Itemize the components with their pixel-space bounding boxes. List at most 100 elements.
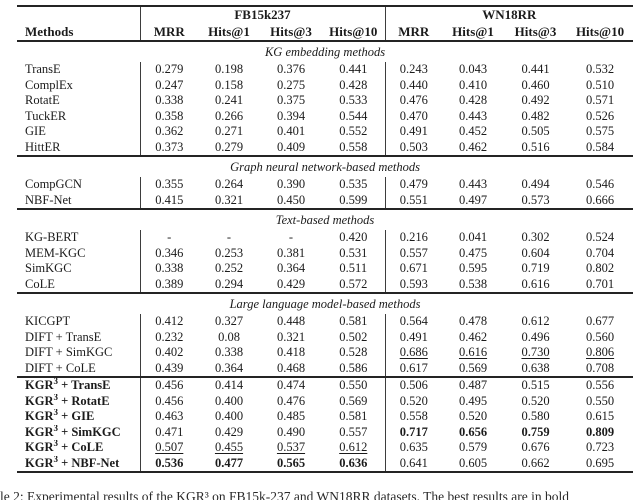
metric-column-header: Hits@10	[322, 23, 386, 42]
metric-cell: 0.558	[384, 409, 443, 425]
methods-column-header: Methods	[17, 6, 140, 42]
table-header: Methods FB15k237 WN18RR MRR Hits@1 Hits@3 Hits…	[17, 6, 634, 42]
metric-cell: 0.506	[384, 377, 443, 394]
metric-cell: 0.671	[384, 261, 443, 277]
metric-cell: 0.558	[322, 139, 386, 157]
metric-cell: 0.502	[339, 329, 368, 344]
metric-cell: 0.496	[521, 329, 550, 344]
metric-cell: 0.487	[458, 378, 488, 392]
metric-cell: 0.497	[442, 192, 505, 210]
metric-cell: 0.572	[322, 276, 386, 294]
method-cell: TransE	[25, 62, 61, 76]
metric-cell: 0.636	[322, 455, 386, 473]
metric-cell: 0.327	[214, 314, 244, 328]
metric-cell: 0.560	[585, 329, 615, 344]
method-cell: CoLE	[17, 276, 140, 294]
metric-cell: 0.338	[139, 93, 198, 109]
header-group-row: Methods FB15k237 WN18RR	[17, 6, 634, 42]
table-row: DIFT + SimKGC 0.402 0.338 0.418 0.528 0.686 0.…	[17, 345, 633, 361]
method-cell: SimKGC	[25, 261, 72, 275]
metric-cell: -	[288, 230, 294, 244]
metric-cell: 0.373	[139, 139, 198, 157]
metric-cell: 0.415	[139, 192, 198, 210]
table-row: SimKGC 0.338 0.252 0.364 0.511 0.671 0.595 0.71…	[17, 261, 633, 277]
metric-cell: 0.666	[567, 192, 634, 210]
metric-cell: 0.575	[585, 124, 615, 138]
metric-cell: 0.460	[521, 77, 550, 92]
metric-cell: 0.538	[442, 276, 505, 294]
table-row: KGR3 + SimKGC 0.471 0.429 0.490 0.557 0.717 0.…	[17, 424, 633, 440]
metric-cell: 0.550	[339, 378, 368, 392]
metric-cell: 0.456	[139, 393, 198, 409]
metric-cell: 0.400	[214, 409, 244, 423]
header-metric-row: MRR Hits@1 Hits@3 Hits@10 MRR Hits@1 Hits@3 Hit…	[17, 23, 634, 42]
metric-cell: 0.279	[139, 62, 198, 78]
metric-cell: -	[226, 230, 232, 244]
metric-cell: 0.216	[384, 230, 443, 246]
metric-cell: 0.532	[585, 62, 615, 76]
metric-cell: 0.723	[585, 440, 615, 454]
metric-cell: 0.677	[585, 314, 615, 328]
metric-cell: 0.443	[458, 177, 488, 191]
metric-cell: 0.440	[384, 77, 443, 93]
method-cell: GIE	[25, 124, 46, 138]
method-cell: KGR3 + TransE	[25, 377, 111, 392]
method-cell: RotatE	[25, 93, 60, 107]
metric-cell: 0.573	[504, 192, 568, 210]
metric-cell: 0.471	[139, 424, 198, 440]
metric-cell: 0.580	[521, 409, 550, 423]
metric-cell: 0.381	[276, 245, 306, 260]
dataset-group-header: WN18RR	[384, 6, 634, 23]
table-row: TransE 0.279 0.198 0.376 0.441 0.243 0.043 0.44…	[17, 62, 633, 78]
metric-column-header: Hits@1	[442, 23, 505, 42]
metric-cell: 0.544	[339, 108, 368, 123]
metric-column-header: Hits@10	[567, 23, 634, 42]
metric-cell: 0.535	[339, 177, 368, 191]
method-cell: KG-BERT	[25, 230, 79, 244]
metric-cell: 0.520	[521, 393, 550, 408]
metric-cell: 0.253	[214, 245, 244, 260]
section-title-row: Text-based methods	[17, 209, 633, 230]
metric-cell: 0.581	[339, 409, 368, 423]
metric-cell: 0.252	[214, 261, 244, 275]
metric-cell: 0.617	[384, 360, 443, 378]
metric-cell: 0.579	[458, 440, 488, 454]
table-row: HittER 0.373 0.279 0.409 0.558 0.503 0.462 0.51…	[17, 139, 634, 157]
metric-cell: 0.491	[384, 124, 443, 140]
metric-cell: 0.656	[458, 424, 488, 439]
metric-cell: 0.429	[260, 276, 322, 294]
metric-cell: 0.586	[322, 360, 386, 378]
method-cell: KGR3 + GIE	[25, 409, 95, 423]
section-title: Graph neural network-based methods	[230, 160, 420, 174]
table-row: KGR3 + GIE 0.463 0.400 0.485 0.581 0.558 0.520…	[17, 409, 633, 425]
metric-cell: 0.557	[384, 245, 443, 261]
metric-cell: 0.520	[384, 393, 443, 409]
metric-cell: 0.243	[384, 62, 443, 78]
metric-cell: 0.552	[339, 124, 368, 138]
metric-cell: 0.375	[276, 93, 306, 107]
metric-cell: 0.364	[198, 360, 260, 378]
metric-column-header: MRR	[384, 23, 443, 42]
metric-cell: 0.462	[458, 329, 488, 344]
metric-cell: 0.418	[276, 345, 306, 359]
metric-cell: 0.462	[442, 139, 505, 157]
metric-cell: 0.443	[458, 108, 488, 123]
metric-cell: 0.476	[384, 93, 443, 109]
metric-cell: 0.441	[339, 62, 368, 76]
table-row: KGR3 + RotatE 0.456 0.400 0.476 0.569 0.520 0.…	[17, 393, 633, 409]
metric-cell: 0.615	[585, 409, 615, 423]
metric-cell: 0.556	[585, 378, 615, 392]
table-row: DIFT + TransE 0.232 0.08 0.321 0.502 0.491 0.4…	[17, 329, 633, 345]
metric-cell: 0.294	[198, 276, 260, 294]
metric-cell: 0.537	[276, 440, 306, 454]
metric-cell: 0.470	[384, 108, 443, 124]
metric-cell: 0.241	[214, 93, 244, 107]
table-row: KICGPT 0.412 0.327 0.448 0.581 0.564 0.478 0.61…	[17, 314, 633, 330]
method-cell: KICGPT	[25, 314, 71, 328]
metric-cell: 0.479	[384, 177, 443, 193]
metric-cell: 0.389	[139, 276, 198, 294]
metric-cell: 0.482	[521, 108, 550, 123]
metric-cell: 0.564	[384, 314, 443, 330]
metric-cell: 0.569	[339, 393, 368, 408]
table-row: KGR3 + NBF-Net 0.536 0.477 0.565 0.636 0.641 0…	[17, 455, 634, 473]
